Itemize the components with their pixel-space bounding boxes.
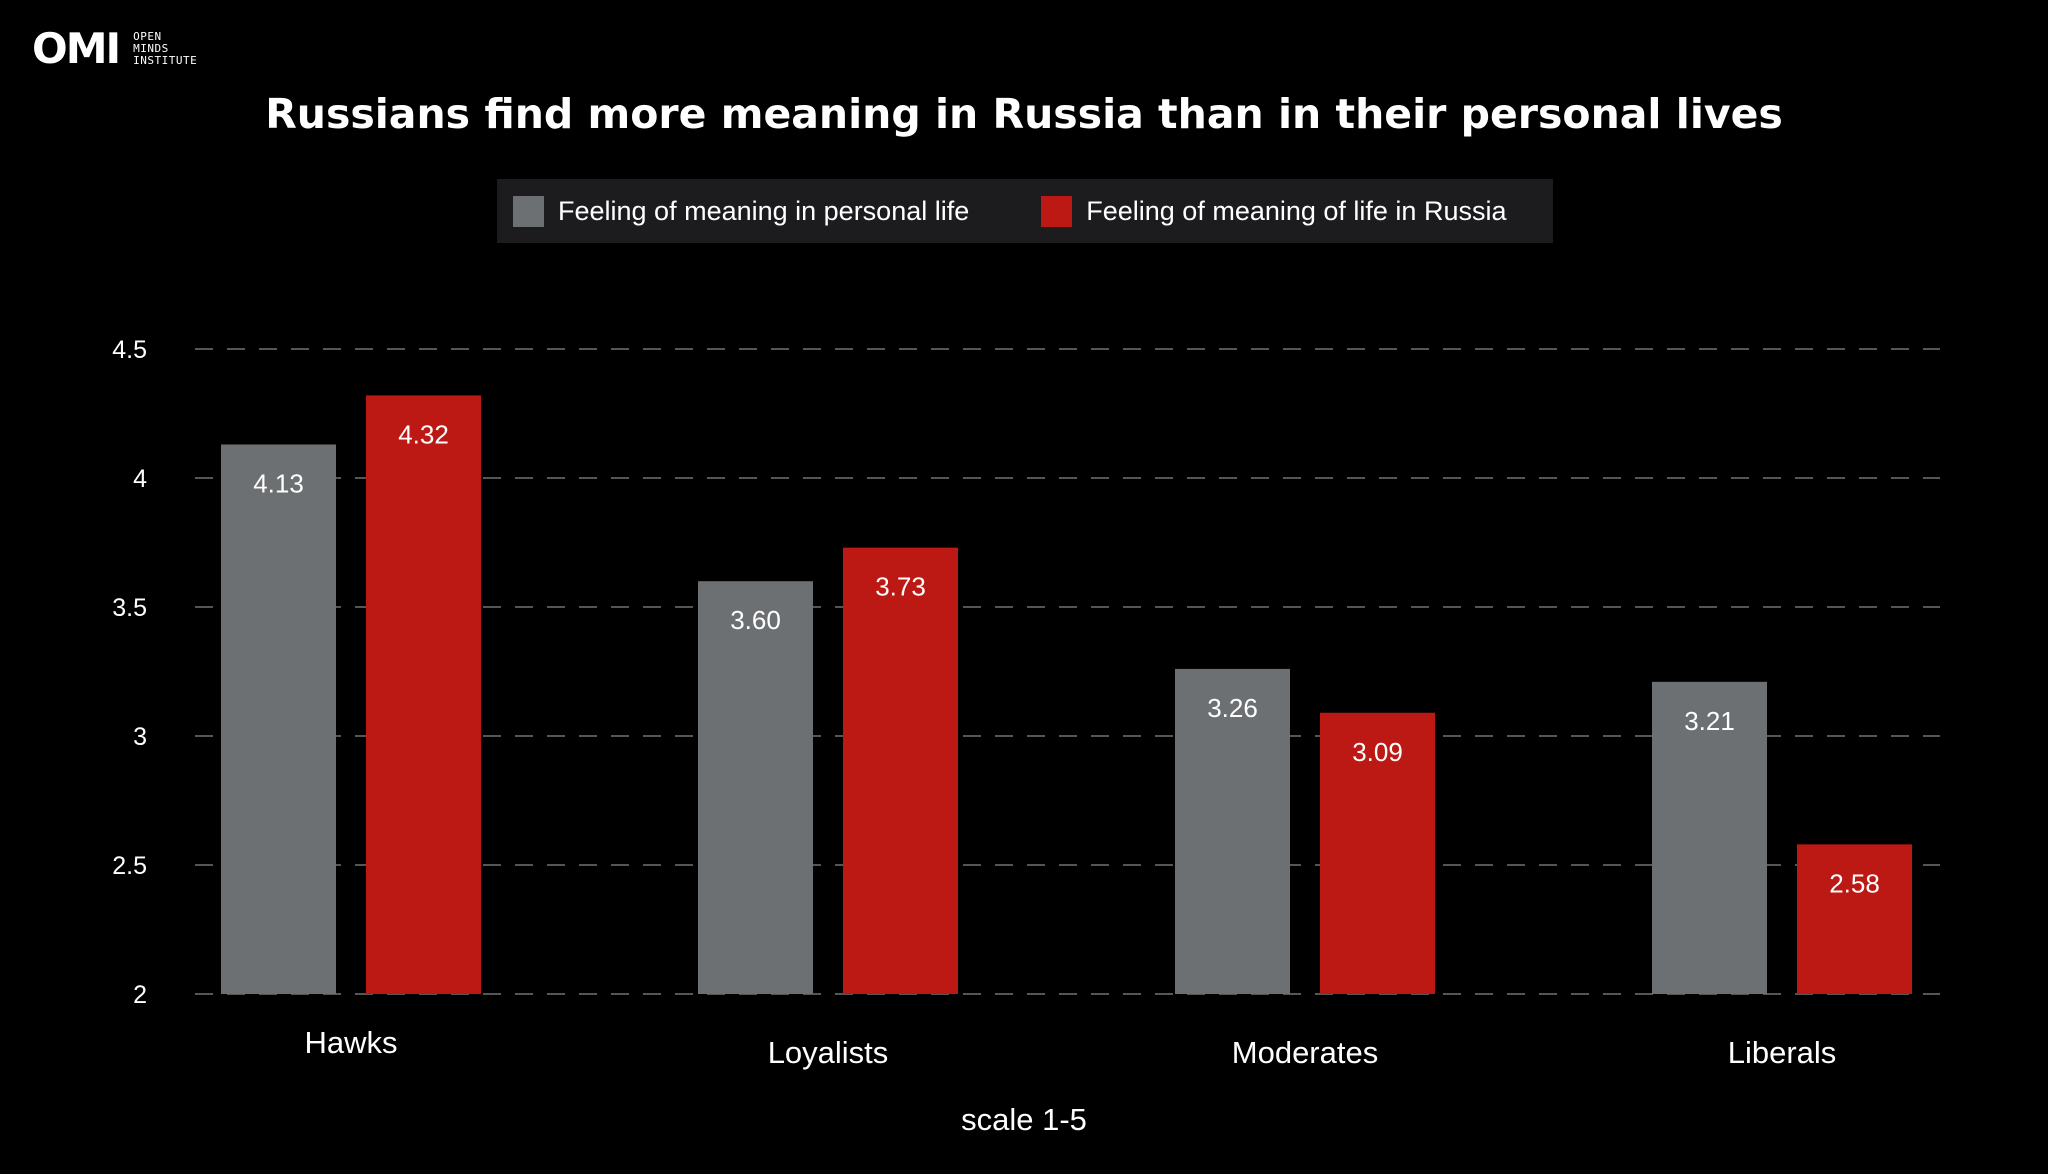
data-label: 3.73 (875, 572, 926, 602)
y-tick-label: 3 (133, 723, 147, 751)
logo-line: MINDS (133, 42, 169, 55)
legend-label-personal: Feeling of meaning in personal life (558, 195, 970, 226)
data-label: 3.21 (1684, 706, 1735, 736)
bar-personal-life (698, 581, 813, 994)
y-tick-label: 4 (133, 465, 147, 493)
y-tick-label: 3.5 (112, 594, 147, 622)
omi-logo: OMI OPEN MINDS INSTITUTE (32, 28, 197, 70)
legend-item-russia: Feeling of meaning of life in Russia (1041, 195, 1507, 227)
chart-title: Russians find more meaning in Russia tha… (265, 90, 1783, 138)
data-label: 3.60 (730, 605, 781, 635)
bar-life-in-russia (1797, 844, 1912, 994)
bar-personal-life (1175, 668, 1290, 994)
data-label: 4.32 (398, 419, 449, 449)
category-label: Liberals (1728, 1035, 1837, 1070)
legend-label-russia: Feeling of meaning of life in Russia (1086, 195, 1507, 226)
category-label: Loyalists (768, 1035, 889, 1070)
logo-line: OPEN (133, 30, 162, 43)
bar-personal-life (1652, 681, 1767, 994)
bar-personal-life (221, 444, 336, 995)
data-label: 3.09 (1352, 737, 1403, 767)
x-axis-label: scale 1-5 (961, 1102, 1087, 1137)
data-label: 2.58 (1829, 868, 1880, 898)
y-tick-label: 2 (133, 981, 147, 1009)
logo-line: INSTITUTE (133, 54, 198, 67)
data-label: 4.13 (253, 468, 304, 498)
bar-life-in-russia (1320, 712, 1435, 994)
category-label: Moderates (1232, 1035, 1378, 1070)
chart-legend: Feeling of meaning in personal life Feel… (497, 179, 1553, 243)
bar-life-in-russia (843, 547, 958, 994)
logo-wordmark: OPEN MINDS INSTITUTE (133, 31, 197, 67)
y-tick-label: 2.5 (112, 852, 147, 880)
logo-mark: OMI (32, 24, 121, 73)
data-label: 3.26 (1207, 693, 1258, 723)
y-tick-label: 4.5 (112, 336, 147, 364)
bar-life-in-russia (366, 395, 481, 994)
legend-swatch-personal (513, 195, 544, 227)
legend-swatch-russia (1041, 195, 1073, 227)
category-label: Hawks (304, 1025, 397, 1060)
legend-item-personal: Feeling of meaning in personal life (513, 195, 970, 227)
